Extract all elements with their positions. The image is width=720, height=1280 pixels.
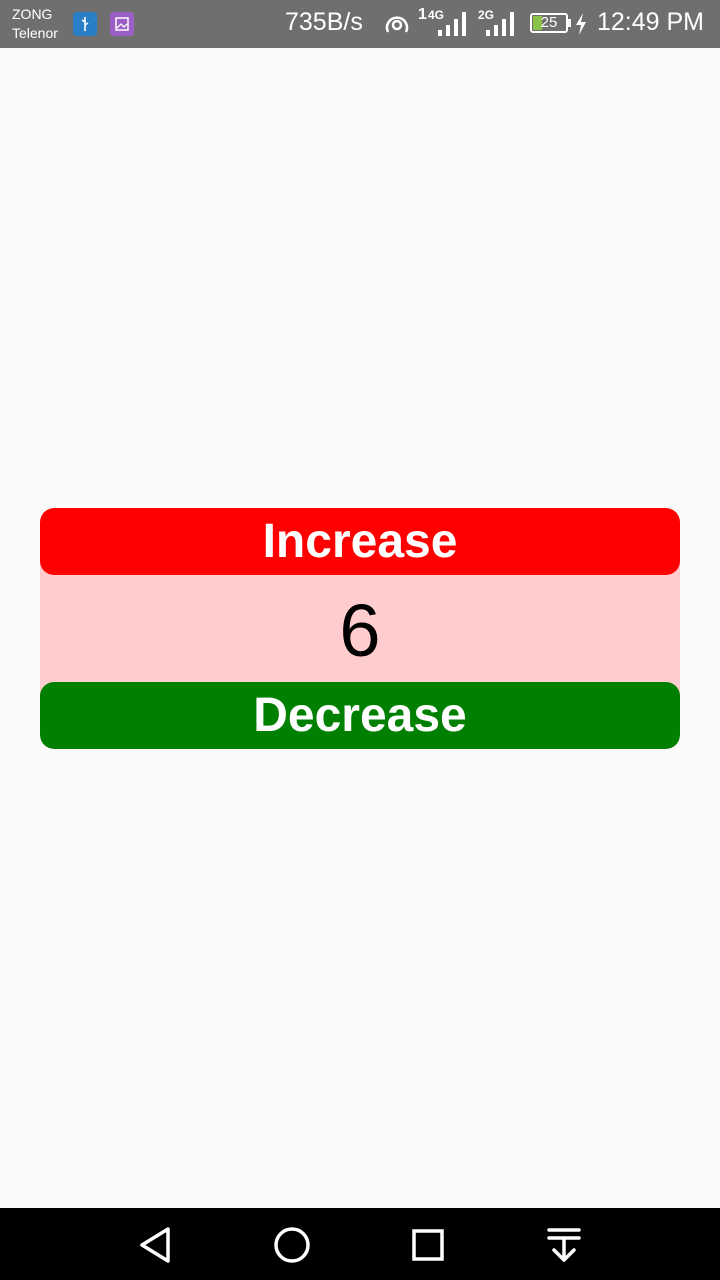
decrease-button[interactable]: Decrease (40, 682, 680, 749)
battery-nub (568, 19, 571, 27)
usb-icon (73, 12, 97, 36)
clock: 12:49 PM (597, 8, 705, 36)
battery-level: 25 (540, 14, 558, 31)
image-icon (110, 12, 134, 36)
signal-icon: 1 4G (418, 6, 470, 40)
status-bar: ZONG Telenor 735B/s 1 4G 2G 25 12:49 PM (0, 0, 720, 48)
notifications-pull-icon[interactable] (543, 1224, 585, 1266)
signal-icon: 2G (478, 8, 520, 40)
sim2-network-type: 2G (478, 8, 495, 22)
sim1-label: 1 (418, 6, 427, 23)
carrier-names: ZONG Telenor (12, 5, 58, 43)
battery-fill (533, 16, 542, 30)
navigation-bar (0, 1208, 720, 1280)
sim1-network-type: 4G (428, 8, 445, 22)
home-icon[interactable] (271, 1224, 313, 1266)
counter-value: 6 (339, 588, 381, 672)
increase-button[interactable]: Increase (40, 508, 680, 575)
network-speed: 735B/s (285, 8, 363, 36)
counter-card: Increase 6 Decrease (40, 508, 680, 749)
battery-icon: 25 (530, 13, 568, 33)
carrier-1: ZONG (12, 6, 53, 22)
hotspot-icon (382, 12, 412, 41)
back-icon[interactable] (135, 1224, 177, 1266)
carrier-2: Telenor (12, 25, 58, 41)
recents-icon[interactable] (407, 1224, 449, 1266)
charging-icon (575, 13, 587, 40)
